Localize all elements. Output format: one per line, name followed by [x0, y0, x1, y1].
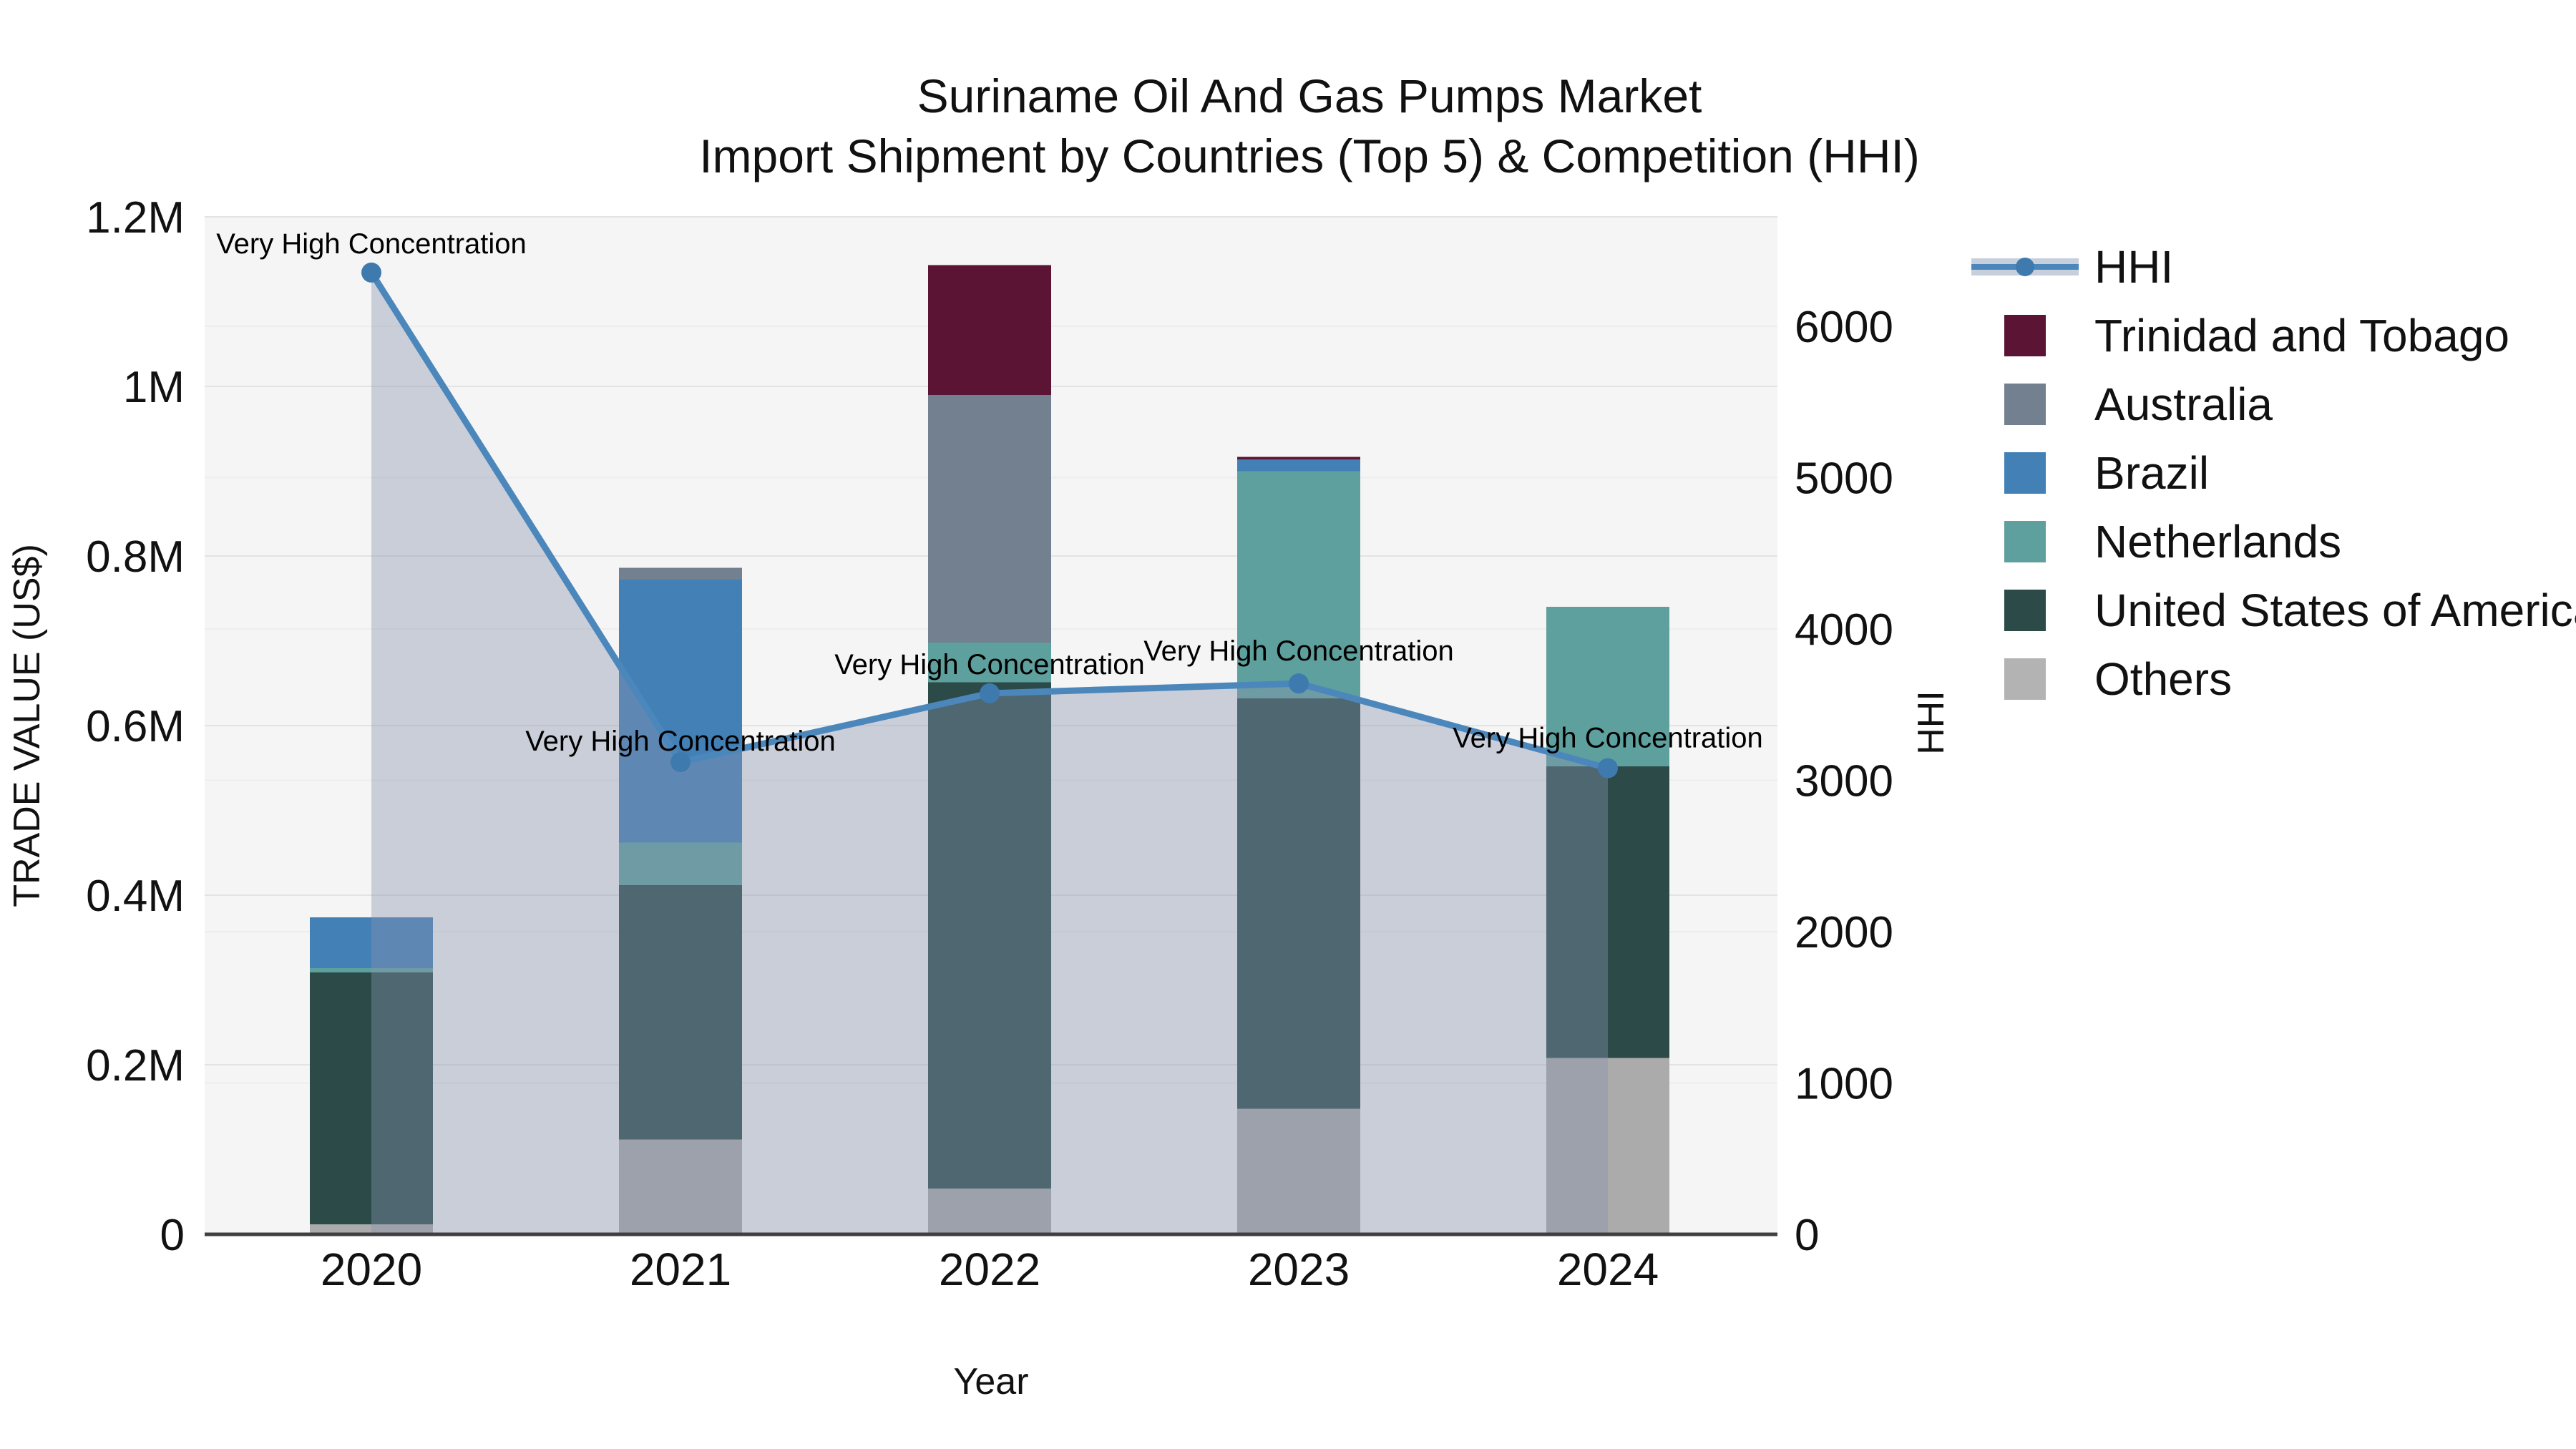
hhi-line-layer: [361, 262, 1618, 779]
x-tick-label-2020: 2020: [321, 1244, 422, 1295]
y-left-tick-label: 1.2M: [86, 193, 185, 243]
hhi-marker-2022: [980, 683, 1000, 703]
y-right-axis-title: HHI: [1911, 691, 1952, 755]
bar-segment-others-2020: [310, 1224, 433, 1234]
hhi-area-layer: [371, 272, 1608, 1235]
legend-label: Trinidad and Tobago: [2094, 310, 2509, 361]
y-left-axis-title: TRADE VALUE (US$): [6, 544, 48, 907]
bar-segment-united-states-of-america-2022: [928, 682, 1051, 1189]
bar-segment-others-2022: [928, 1189, 1051, 1234]
bar-segment-australia-2022: [928, 394, 1051, 643]
bar-segment-netherlands-2023: [1237, 471, 1360, 699]
chart-title-line2: Import Shipment by Countries (Top 5) & C…: [699, 130, 1920, 183]
y-right-tick-label: 3000: [1795, 757, 1893, 806]
bar-segment-netherlands-2021: [619, 842, 742, 885]
bar-segment-others-2023: [1237, 1108, 1360, 1234]
annotation-2023: Very High Concentration: [1143, 635, 1454, 667]
annotation-2020: Very High Concentration: [216, 228, 527, 260]
y-right-tick-label: 2000: [1795, 908, 1893, 957]
bar-segment-netherlands-2024: [1546, 607, 1669, 766]
bar-segment-others-2021: [619, 1139, 742, 1234]
bar-segment-brazil-2021: [619, 580, 742, 843]
legend-item-united-states-of-america[interactable]: United States of America: [1971, 576, 2576, 645]
bar-segment-brazil-2023: [1237, 459, 1360, 472]
bar-segment-brazil-2020: [310, 917, 433, 968]
legend-item-brazil[interactable]: Brazil: [1971, 439, 2576, 507]
bar-segment-netherlands-2020: [310, 967, 433, 972]
y-left-tick-label: 0.6M: [86, 702, 185, 751]
bar-segment-united-states-of-america-2020: [310, 972, 433, 1224]
hhi-area-fill: [371, 272, 1608, 1235]
hhi-marker-2023: [1289, 673, 1309, 694]
y-left-tick-label: 0.2M: [86, 1041, 185, 1091]
y-left-tick-label: 1M: [123, 363, 185, 412]
y-left-tick-label: 0: [160, 1211, 185, 1260]
x-tick-label-2022: 2022: [939, 1244, 1040, 1295]
bar-segment-united-states-of-america-2021: [619, 884, 742, 1140]
legend-label: Brazil: [2094, 447, 2210, 499]
legend-swatch-icon: [1971, 314, 2079, 357]
legend-label: Australia: [2094, 379, 2273, 430]
annotation-2021: Very High Concentration: [525, 726, 836, 757]
bar-segment-australia-2021: [619, 567, 742, 580]
annotation-2024: Very High Concentration: [1453, 723, 1763, 754]
bar-segment-united-states-of-america-2024: [1546, 766, 1669, 1058]
bar-segment-trinidad-and-tobago-2023: [1237, 457, 1360, 459]
tick-label-layer: 0 0.2M 0.4M 0.6M 0.8M 1M 1.2M 0 1000 2000 3000 4000…: [86, 193, 1893, 1295]
y-left-tick-label: 0.8M: [86, 532, 185, 582]
y-right-tick-label: 1000: [1795, 1060, 1893, 1109]
legend-swatch-icon: [1971, 589, 2079, 632]
x-tick-label-2024: 2024: [1557, 1244, 1659, 1295]
annotation-2022: Very High Concentration: [834, 649, 1145, 680]
legend-swatch-icon: [1971, 658, 2079, 701]
y-right-tick-label: 5000: [1795, 454, 1893, 504]
legend-swatch-icon: [1971, 383, 2079, 426]
legend-item-netherlands[interactable]: Netherlands: [1971, 507, 2576, 576]
chart-title: Suriname Oil And Gas Pumps Market Import…: [186, 66, 2433, 187]
legend-item-others[interactable]: Others: [1971, 645, 2576, 713]
bar-segment-netherlands-2022: [928, 642, 1051, 683]
y-right-tick-label: 4000: [1795, 605, 1893, 655]
legend-swatch-icon: [1971, 520, 2079, 563]
legend-item-hhi[interactable]: HHI: [1971, 233, 2576, 301]
legend-swatch-icon: [1971, 452, 2079, 494]
chart-title-line1: Suriname Oil And Gas Pumps Market: [917, 69, 1702, 122]
hhi-marker-2021: [670, 752, 691, 773]
y-right-tick-label: 0: [1795, 1211, 1819, 1260]
x-axis-title: Year: [953, 1361, 1028, 1402]
legend-label: HHI: [2094, 241, 2174, 293]
legend-item-trinidad-and-tobago[interactable]: Trinidad and Tobago: [1971, 301, 2576, 370]
legend-label: Netherlands: [2094, 516, 2342, 567]
legend-label: United States of America: [2094, 585, 2576, 636]
y-left-tick-label: 0.4M: [86, 872, 185, 921]
legend: HHI Trinidad and Tobago Australia Brazil Net…: [1971, 233, 2576, 713]
bars-layer: [310, 265, 1669, 1234]
y-right-tick-label: 6000: [1795, 303, 1893, 352]
hhi-marker-2024: [1598, 758, 1618, 779]
legend-label: Others: [2094, 653, 2233, 705]
bar-segment-united-states-of-america-2023: [1237, 698, 1360, 1109]
hhi-line-sample-icon: [1971, 245, 2079, 288]
bar-segment-others-2024: [1546, 1058, 1669, 1234]
hhi-marker-2020: [361, 262, 381, 283]
legend-item-australia[interactable]: Australia: [1971, 370, 2576, 439]
bar-segment-trinidad-and-tobago-2022: [928, 265, 1051, 395]
x-tick-label-2023: 2023: [1248, 1244, 1350, 1295]
x-tick-label-2021: 2021: [630, 1244, 731, 1295]
